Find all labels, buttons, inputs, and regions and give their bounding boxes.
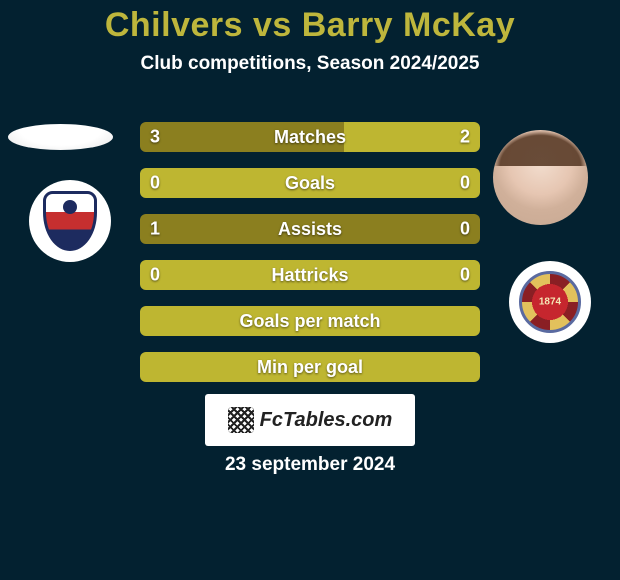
brand-text: FcTables.com <box>260 409 393 432</box>
stat-bars: 3 2 Matches 0 0 Goals 1 0 Assists 0 0 Hattricks Goal… <box>140 122 480 398</box>
stat-label: Goals per match <box>239 311 380 332</box>
stat-value-p2: 2 <box>460 127 470 148</box>
stat-row: Goals per match <box>140 306 480 336</box>
stat-row: 0 0 Hattricks <box>140 260 480 290</box>
player2-club-badge <box>509 261 591 343</box>
stat-value-p2: 0 <box>460 265 470 286</box>
stat-label: Min per goal <box>257 357 363 378</box>
stat-value-p1: 1 <box>150 219 160 240</box>
stat-value-p1: 0 <box>150 173 160 194</box>
stat-row: 0 0 Goals <box>140 168 480 198</box>
player2-avatar <box>493 130 588 225</box>
stat-value-p1: 3 <box>150 127 160 148</box>
stat-row: 3 2 Matches <box>140 122 480 152</box>
player1-avatar <box>8 124 113 150</box>
player1-club-badge <box>29 180 111 262</box>
page-title: Chilvers vs Barry McKay <box>0 0 620 45</box>
stat-value-p2: 0 <box>460 219 470 240</box>
stat-value-p1: 0 <box>150 265 160 286</box>
stat-row: 1 0 Assists <box>140 214 480 244</box>
brand-box: FcTables.com <box>205 394 415 446</box>
stat-label: Matches <box>274 127 346 148</box>
stat-label: Assists <box>278 219 342 240</box>
ross-county-crest-icon <box>43 191 97 251</box>
hearts-crest-icon <box>519 271 581 333</box>
subtitle: Club competitions, Season 2024/2025 <box>0 53 620 75</box>
stat-label: Goals <box>285 173 335 194</box>
stat-row: Min per goal <box>140 352 480 382</box>
stat-value-p2: 0 <box>460 173 470 194</box>
date-text: 23 september 2024 <box>0 454 620 476</box>
fctables-logo-icon <box>228 407 254 433</box>
stat-label: Hattricks <box>271 265 348 286</box>
